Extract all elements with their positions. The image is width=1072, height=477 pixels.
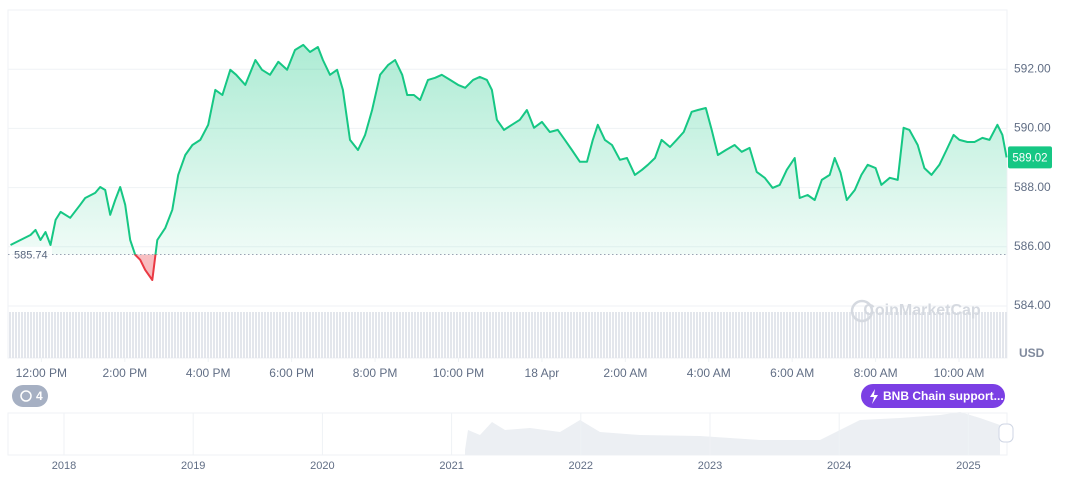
current-price: 589.02 xyxy=(1012,152,1047,164)
watermark: CoinMarketCap xyxy=(863,302,981,319)
navigator-area xyxy=(465,412,1000,455)
y-tick-label: 586.00 xyxy=(1014,239,1051,253)
area-down xyxy=(135,254,156,280)
navigator-year: 2020 xyxy=(310,460,334,472)
navigator-year: 2018 xyxy=(52,460,76,472)
baseline-label: 585.74 xyxy=(14,249,48,261)
x-tick-label: 2:00 PM xyxy=(102,366,147,380)
navigator-year: 2022 xyxy=(569,460,593,472)
watermark-logo xyxy=(850,299,874,323)
event-text: BNB Chain support... xyxy=(883,389,1004,403)
y-tick-label: 584.00 xyxy=(1014,298,1051,312)
y-tick-label: 590.00 xyxy=(1014,121,1051,135)
event-badge[interactable] xyxy=(861,384,1005,408)
x-tick-label: 18 Apr xyxy=(525,366,560,380)
x-tick-label: 6:00 PM xyxy=(269,366,314,380)
x-tick-label: 8:00 PM xyxy=(353,366,398,380)
current-price-tag xyxy=(1008,146,1052,169)
baseline-label-bg xyxy=(10,246,52,263)
price-line-up xyxy=(10,43,1008,255)
volume-bars xyxy=(8,312,1007,358)
history-count: 4 xyxy=(36,389,43,403)
clock-icon xyxy=(20,390,32,402)
x-tick-label: 4:00 AM xyxy=(687,366,731,380)
navigator-year: 2019 xyxy=(181,460,205,472)
lightning-icon xyxy=(870,389,878,404)
x-tick-label: 10:00 PM xyxy=(433,366,484,380)
navigator-year: 2024 xyxy=(827,460,851,472)
navigator-year: 2021 xyxy=(439,460,463,472)
area-up xyxy=(10,44,1007,255)
x-tick-label: 2:00 AM xyxy=(603,366,647,380)
navigator-handle[interactable] xyxy=(998,423,1014,443)
navigator-year: 2023 xyxy=(698,460,722,472)
y-tick-label: 588.00 xyxy=(1014,180,1051,194)
y-tick-label: 592.00 xyxy=(1014,61,1051,75)
y-unit: USD xyxy=(1019,346,1045,360)
x-tick-label: 12:00 PM xyxy=(16,366,67,380)
x-tick-label: 8:00 AM xyxy=(854,366,898,380)
x-tick-label: 6:00 AM xyxy=(770,366,814,380)
history-badge[interactable] xyxy=(12,385,48,407)
navigator-year: 2025 xyxy=(956,460,980,472)
x-tick-label: 4:00 PM xyxy=(186,366,231,380)
x-tick-label: 10:00 AM xyxy=(934,366,985,380)
